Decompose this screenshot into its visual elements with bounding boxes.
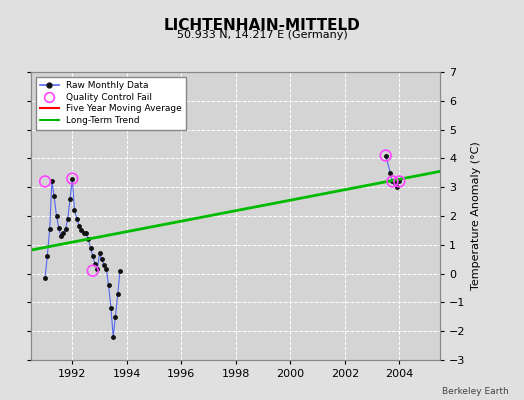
Point xyxy=(388,178,397,185)
Text: Berkeley Earth: Berkeley Earth xyxy=(442,387,508,396)
Text: 50.933 N, 14.217 E (Germany): 50.933 N, 14.217 E (Germany) xyxy=(177,30,347,40)
Legend: Raw Monthly Data, Quality Control Fail, Five Year Moving Average, Long-Term Tren: Raw Monthly Data, Quality Control Fail, … xyxy=(36,76,186,130)
Y-axis label: Temperature Anomaly (°C): Temperature Anomaly (°C) xyxy=(471,142,481,290)
Point xyxy=(395,178,403,185)
Point xyxy=(41,178,49,185)
Text: LICHTENHAIN-MITTELD: LICHTENHAIN-MITTELD xyxy=(163,18,361,33)
Point xyxy=(381,152,390,159)
Point xyxy=(68,175,77,182)
Point xyxy=(89,268,97,274)
